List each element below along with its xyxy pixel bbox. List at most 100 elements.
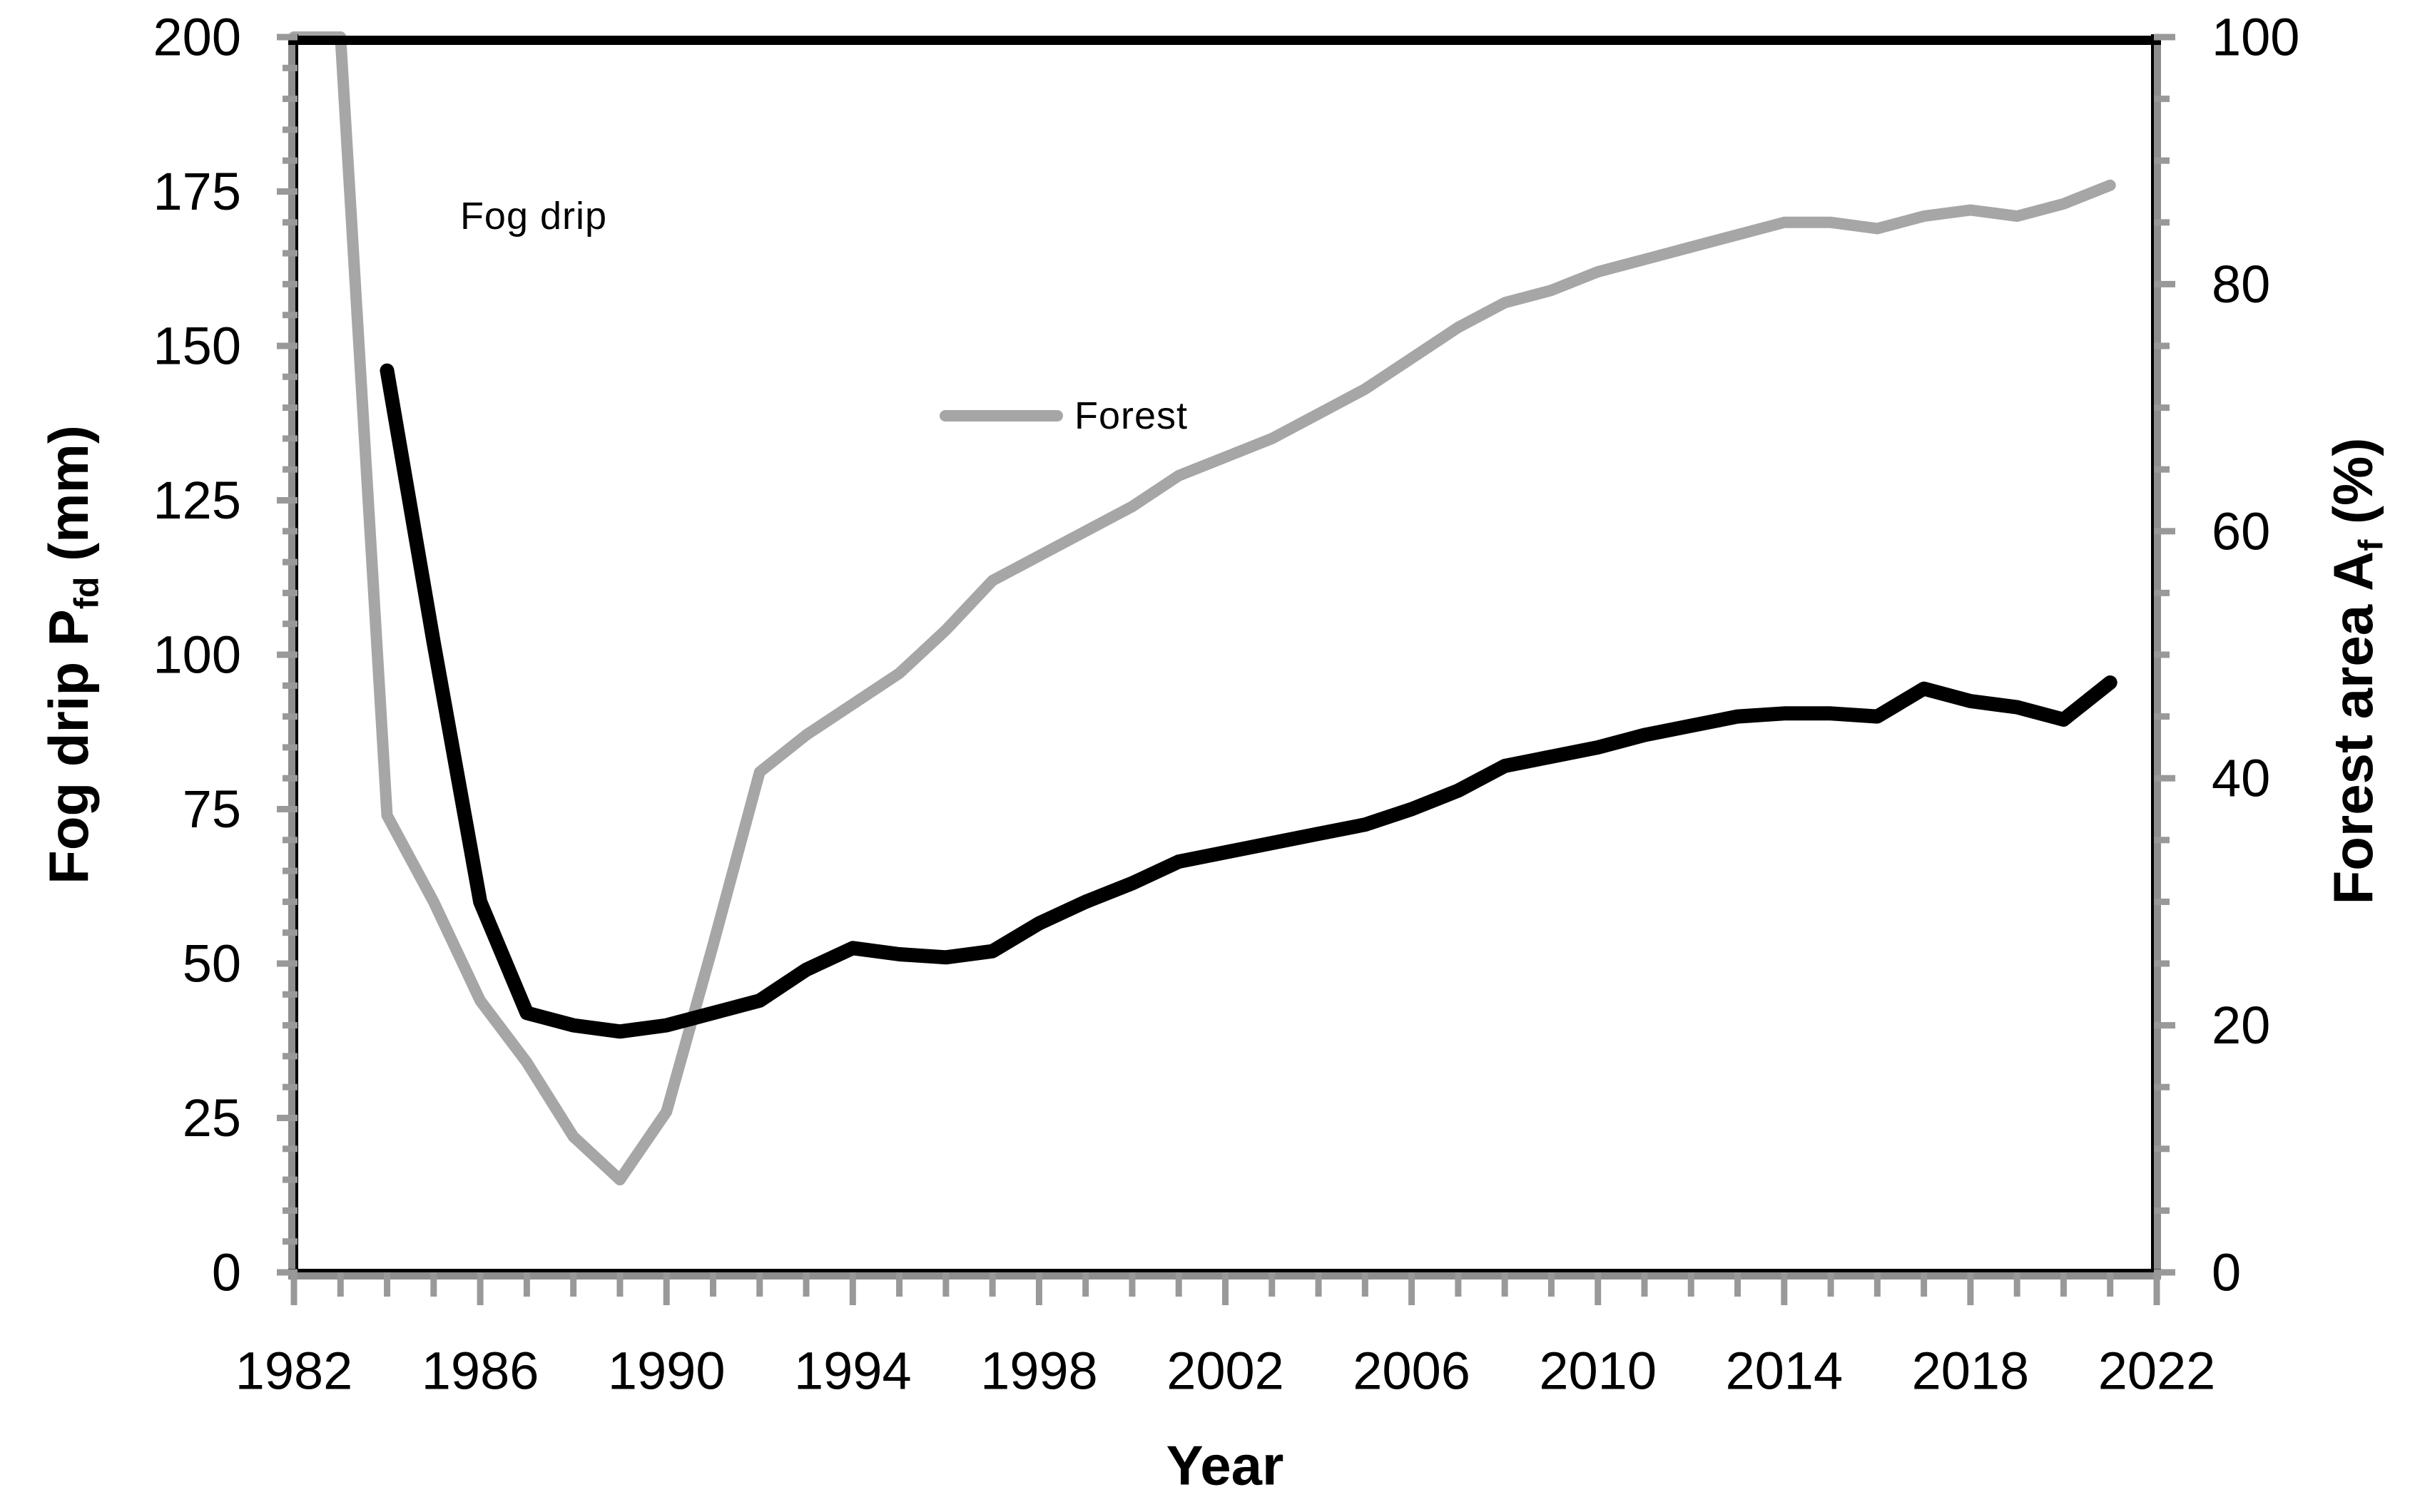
y-right-axis-title: Forest area Af (%)	[2321, 438, 2391, 905]
y-right-minor-tick	[2154, 219, 2170, 226]
y-left-major-tick	[277, 1269, 298, 1276]
x-major-tick	[290, 1272, 298, 1305]
y-left-tick-label: 150	[153, 317, 241, 376]
y-left-tick-label: 50	[183, 934, 241, 993]
x-minor-tick	[1921, 1272, 1928, 1297]
y-right-minor-tick	[2154, 837, 2170, 844]
y-left-tick-label: 0	[212, 1243, 241, 1302]
y-left-tick-label: 175	[153, 162, 241, 221]
y-left-minor-tick	[283, 775, 298, 782]
y-right-axis-title-subscript: f	[2351, 539, 2391, 551]
y-right-spine-edge	[2151, 34, 2154, 1279]
y-left-minor-tick	[283, 867, 298, 874]
y-left-minor-tick	[283, 528, 298, 535]
y-left-major-tick	[277, 342, 298, 349]
plot-top-border	[288, 36, 2161, 45]
y-right-tick-label: 0	[2212, 1243, 2241, 1302]
x-minor-tick	[337, 1272, 344, 1297]
y-left-minor-tick	[283, 558, 298, 566]
y-left-major-tick	[277, 497, 298, 504]
y-right-minor-tick	[2154, 1207, 2170, 1214]
y-right-minor-tick	[2154, 1145, 2170, 1153]
y-left-axis-title-subscript: fd	[67, 576, 106, 610]
x-axis-edge	[288, 1269, 2161, 1272]
x-minor-tick	[1082, 1272, 1089, 1297]
x-major-tick	[1035, 1272, 1042, 1305]
y-left-axis-title-pre: Fog drip P	[36, 609, 100, 884]
y-left-minor-tick	[283, 929, 298, 936]
forest-line-swatch	[940, 410, 1063, 422]
x-minor-tick	[1827, 1272, 1834, 1297]
x-minor-tick	[1268, 1272, 1276, 1297]
x-major-tick	[1781, 1272, 1788, 1305]
x-minor-tick	[1873, 1272, 1881, 1297]
y-right-tick-label: 40	[2212, 749, 2270, 808]
x-tick-label: 1994	[794, 1342, 912, 1401]
y-left-tick-label: 75	[183, 780, 241, 839]
x-minor-tick	[1315, 1272, 1322, 1297]
x-minor-tick	[989, 1272, 996, 1297]
y-right-minor-tick	[2154, 960, 2170, 967]
x-minor-tick	[803, 1272, 810, 1297]
y-left-minor-tick	[283, 898, 298, 905]
x-tick-label: 2022	[2098, 1342, 2216, 1401]
y-right-tick-label: 60	[2212, 501, 2270, 561]
forest-legend-label: Forest	[1074, 394, 1189, 437]
x-minor-tick	[1501, 1272, 1508, 1297]
y-right-minor-tick	[2154, 589, 2170, 596]
y-left-minor-tick	[283, 1022, 298, 1029]
y-right-minor-tick	[2154, 898, 2170, 905]
y-left-minor-tick	[283, 1053, 298, 1060]
y-left-minor-tick	[283, 96, 298, 103]
y-left-tick-label: 200	[153, 8, 241, 67]
y-right-major-tick	[2154, 775, 2175, 782]
fog-drip-series-label: Fog drip	[460, 194, 607, 238]
x-minor-tick	[1175, 1272, 1182, 1297]
x-minor-tick	[1455, 1272, 1462, 1297]
y-left-minor-tick	[283, 837, 298, 844]
x-major-tick	[1222, 1272, 1229, 1305]
y-right-tick-label: 20	[2212, 996, 2270, 1055]
y-left-axis-title: Fog drip Pfd (mm)	[36, 425, 107, 884]
y-right-major-tick	[2154, 280, 2175, 287]
x-tick-label: 2018	[1912, 1342, 2030, 1401]
y-right-minor-tick	[2154, 157, 2170, 164]
y-right-tick-label: 100	[2212, 8, 2299, 67]
y-right-axis-title-pre: Forest area A	[2321, 551, 2384, 905]
y-left-minor-tick	[283, 250, 298, 257]
y-right-minor-tick	[2154, 713, 2170, 720]
y-left-tick-label: 25	[183, 1088, 241, 1148]
y-right-minor-tick	[2154, 342, 2170, 349]
x-major-tick	[1408, 1272, 1415, 1305]
y-left-major-tick	[277, 651, 298, 658]
x-axis-title: Year	[1166, 1434, 1284, 1497]
x-major-tick	[663, 1272, 670, 1305]
x-tick-label: 2002	[1166, 1342, 1284, 1401]
x-minor-tick	[2107, 1272, 2114, 1297]
y-left-minor-tick	[283, 1083, 298, 1090]
x-minor-tick	[523, 1272, 530, 1297]
y-left-minor-tick	[283, 682, 298, 689]
y-left-major-tick	[277, 188, 298, 195]
x-minor-tick	[1361, 1272, 1368, 1297]
x-tick-label: 1990	[608, 1342, 726, 1401]
y-left-tick-label: 125	[153, 471, 241, 530]
y-left-minor-tick	[283, 280, 298, 287]
x-tick-label: 1982	[235, 1342, 353, 1401]
x-tick-label: 2010	[1539, 1342, 1657, 1401]
y-left-minor-tick	[283, 589, 298, 596]
x-minor-tick	[1129, 1272, 1136, 1297]
y-right-minor-tick	[2154, 651, 2170, 658]
y-left-minor-tick	[283, 435, 298, 442]
x-major-tick	[2153, 1272, 2160, 1305]
x-minor-tick	[2060, 1272, 2067, 1297]
x-minor-tick	[896, 1272, 903, 1297]
y-left-minor-tick	[283, 219, 298, 226]
x-minor-tick	[2013, 1272, 2020, 1297]
y-left-major-tick	[277, 806, 298, 812]
y-left-minor-tick	[283, 744, 298, 751]
x-minor-tick	[709, 1272, 716, 1297]
x-minor-tick	[1641, 1272, 1648, 1297]
x-minor-tick	[1687, 1272, 1694, 1297]
x-tick-label: 2006	[1353, 1342, 1470, 1401]
